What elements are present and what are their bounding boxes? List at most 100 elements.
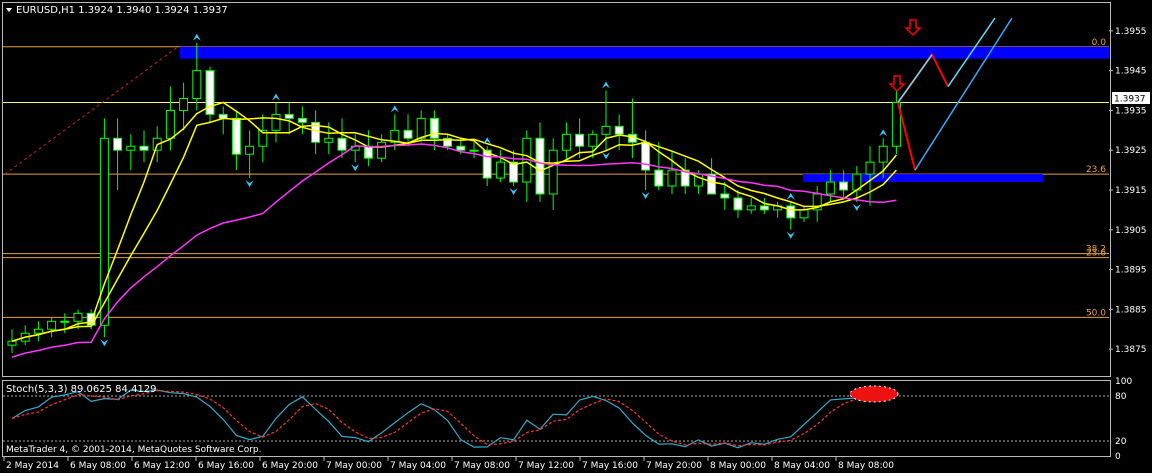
time-tick-label: 6 May 08:00 (70, 461, 126, 471)
fractal-down-icon (100, 339, 109, 347)
time-tick-label: 7 May 16:00 (582, 461, 638, 471)
projection-cyan-long (947, 17, 996, 87)
fib-label: 23.6 (1086, 249, 1106, 259)
price-tick-label: 1.3875 (1115, 345, 1147, 355)
candle-body (759, 205, 769, 211)
candle-body (377, 141, 387, 159)
fib-label: 38.2 (1086, 245, 1106, 255)
time-tick-label: 2 May 2014 (6, 461, 59, 471)
candle-body (33, 328, 43, 334)
candle-body (839, 181, 849, 191)
fractal-up-icon (272, 93, 280, 101)
candle-body (113, 137, 123, 151)
indicator-plot-frame (2, 380, 1111, 457)
candle-body (284, 113, 294, 119)
caption-text: EURUSD,H1 1.3924 1.3940 1.3924 1.3937 (16, 5, 228, 16)
candle-body (641, 141, 651, 171)
fractal-down-icon (602, 152, 610, 160)
current-price-badge: 1.3937 (1112, 92, 1150, 105)
price-tick-label: 1.3945 (1115, 67, 1147, 77)
candle-body (363, 145, 373, 159)
candle-body (733, 197, 743, 211)
candle-body (575, 133, 585, 147)
fractal-up-icon (602, 81, 610, 89)
stoch-scale-label: 80 (1115, 392, 1127, 402)
ma-fast-line (11, 101, 897, 342)
demand-zone (803, 174, 1043, 183)
candle-body (509, 161, 519, 183)
fractal-up-icon (786, 192, 795, 200)
price-tick-label: 1.3885 (1115, 305, 1147, 315)
price-tick-label: 1.3955 (1115, 27, 1147, 37)
candle-body (297, 117, 307, 123)
fractal-down-icon (509, 188, 518, 196)
projection-blue-long (914, 17, 1013, 171)
candle-body (548, 149, 558, 195)
candle-body (99, 137, 109, 326)
candle-body (720, 193, 730, 199)
time-tick-label: 6 May 16:00 (198, 461, 254, 471)
candle-body (482, 149, 492, 179)
projection-cyan-up (897, 54, 933, 103)
time-tick-label: 7 May 12:00 (518, 461, 574, 471)
red-down-arrow-icon (888, 75, 906, 93)
symbol-caption[interactable]: EURUSD,H1 1.3924 1.3940 1.3924 1.3937 (6, 5, 228, 16)
candles (7, 42, 901, 354)
fractal-up-icon (483, 137, 492, 145)
fractal-down-icon (351, 164, 360, 172)
fractal-up-icon (390, 105, 399, 113)
candle-body (271, 113, 281, 131)
candle-body (416, 117, 426, 139)
time-tick-label: 6 May 20:00 (262, 461, 318, 471)
candle-body (60, 320, 70, 323)
candle-body (535, 137, 545, 195)
stoch-signal-line (11, 389, 897, 447)
candle-body (865, 161, 875, 175)
candle-body (337, 137, 347, 151)
projection-lines (888, 17, 1013, 171)
candle-body (126, 145, 136, 151)
candle-body (495, 161, 505, 179)
candle-body (231, 117, 241, 155)
stoch-caption: Stoch(5,3,3) 89.0625 84.4129 (6, 384, 157, 395)
time-axis: 2 May 2014 6 May 08:00 6 May 12:00 6 May 16… (3, 457, 894, 471)
fib-label: 50.0 (1086, 308, 1106, 318)
candle-body (245, 145, 255, 155)
price-tick-label: 1.3915 (1115, 186, 1147, 196)
ma-slow-line (11, 143, 897, 358)
candle-body (614, 125, 624, 135)
price-axis: 1.3955 1.3945 1.3935 1.3925 1.3915 1.3905 1.38… (1109, 27, 1147, 355)
red-down-arrow-icon (904, 19, 922, 37)
candle-body (324, 137, 334, 143)
candle-body (588, 133, 598, 147)
candle-body (667, 169, 677, 187)
fractal-down-icon (786, 231, 795, 239)
candle-body (258, 129, 268, 147)
candle-body (390, 129, 400, 143)
time-tick-label: 6 May 12:00 (134, 461, 190, 471)
candle-body (707, 173, 717, 195)
candle-body (746, 205, 756, 211)
candle-body (456, 145, 466, 151)
ma-mid-line (11, 117, 897, 342)
price-tick-label: 1.3905 (1115, 226, 1147, 236)
current-price-text: 1.3937 (1114, 95, 1146, 105)
candle-body (654, 169, 664, 187)
caption-dropdown-icon[interactable] (6, 8, 12, 12)
candle-body (139, 145, 149, 151)
candle-body (786, 205, 796, 219)
stoch-scale-label: 20 (1115, 437, 1127, 447)
stoch-main-line (11, 389, 897, 449)
time-tick-label: 7 May 00:00 (326, 461, 382, 471)
candle-body (7, 340, 17, 346)
candle-body (429, 117, 439, 139)
stoch-scale-label: 0 (1115, 452, 1121, 462)
candle-body (205, 70, 215, 115)
fractal-down-icon (852, 203, 861, 211)
time-tick-label: 7 May 20:00 (646, 461, 702, 471)
moving-averages (4, 46, 897, 358)
candle-body (878, 145, 888, 163)
stochastic-panel: 100 80 20 0 (3, 377, 1132, 462)
